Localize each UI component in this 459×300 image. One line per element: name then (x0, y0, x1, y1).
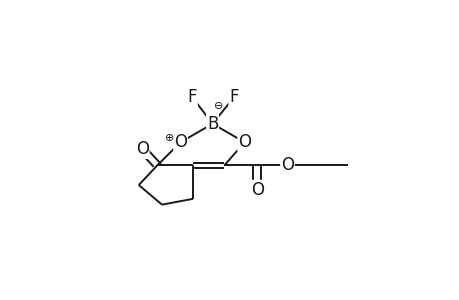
Text: O: O (250, 181, 263, 199)
Text: O: O (280, 156, 293, 174)
Text: ⊖: ⊖ (213, 101, 223, 112)
Text: ⊕: ⊕ (165, 133, 174, 142)
Text: O: O (135, 140, 149, 158)
Text: F: F (187, 88, 196, 106)
Text: B: B (207, 115, 218, 133)
Text: F: F (229, 88, 238, 106)
Text: O: O (238, 133, 251, 151)
Text: O: O (174, 133, 187, 151)
